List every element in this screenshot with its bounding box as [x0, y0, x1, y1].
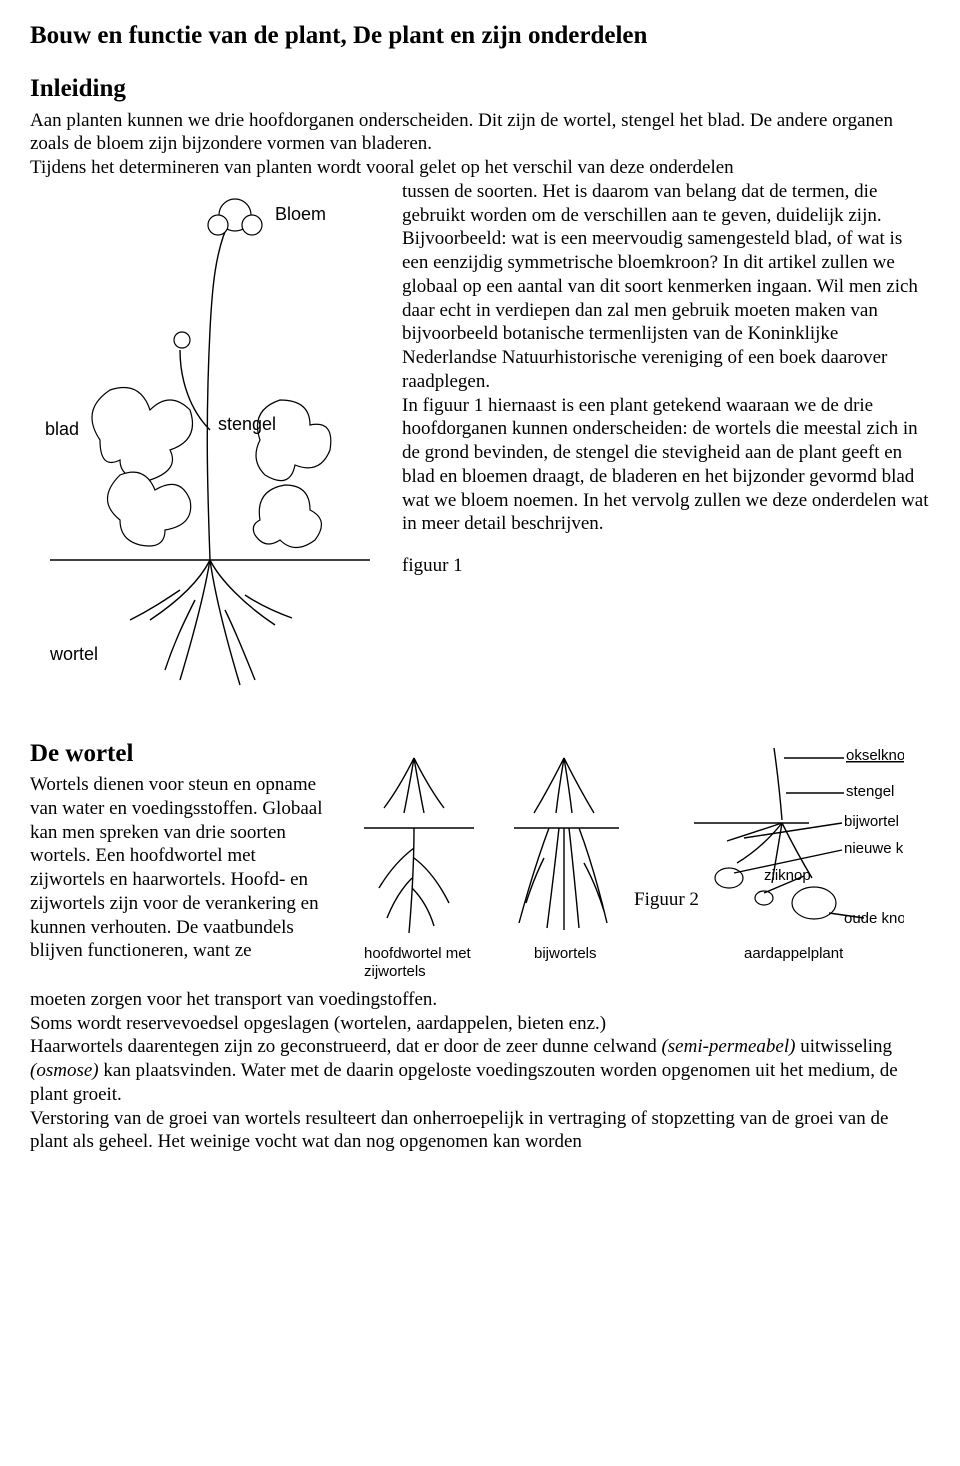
section-heading-inleiding: Inleiding — [30, 73, 930, 104]
label-stengel: stengel — [846, 783, 894, 800]
root-type-3-icon — [694, 748, 864, 919]
wortel-right-column: okselknoop stengel bijwortel nieuwe knol… — [344, 738, 930, 988]
label-blad: blad — [45, 419, 79, 439]
leaves-icon — [92, 387, 331, 547]
wortel-block: De wortel Wortels dienen voor steun en o… — [30, 738, 930, 988]
wortel-full-1: moeten zorgen voor het transport van voe… — [30, 988, 930, 1012]
wortel-full-2: Soms wordt reservevoedsel opgeslagen (wo… — [30, 1012, 930, 1036]
caption-hoofdwortel-1: hoofdwortel met — [364, 945, 472, 962]
wortel-full-3a: Haarwortels daarentegen zijn zo geconstr… — [30, 1036, 661, 1057]
wortel-full-3b: (semi-permeabel) — [661, 1036, 795, 1057]
figure-1-block: Bloem blad stengel wortel tussen de soor… — [30, 180, 930, 710]
caption-bijwortels: bijwortels — [534, 945, 597, 962]
page-title: Bouw en functie van de plant, De plant e… — [30, 20, 930, 51]
wortel-full-3d: (osmose) — [30, 1060, 99, 1081]
figure-1-caption: figuur 1 — [402, 554, 930, 578]
wortel-full-3c: uitwisseling — [795, 1036, 892, 1057]
label-nieuwe-knol: nieuwe knol — [844, 840, 904, 857]
label-bijwortel: bijwortel — [844, 813, 899, 830]
label-bloem: Bloem — [275, 204, 326, 224]
inleiding-body: tussen de soorten. Het is daarom van bel… — [402, 180, 930, 536]
figure-1-text: tussen de soorten. Het is daarom van bel… — [402, 180, 930, 578]
roots-icon — [130, 560, 292, 685]
root-type-2-icon — [514, 758, 619, 930]
flower-icon — [174, 199, 262, 348]
caption-hoofdwortel-2: zijwortels — [364, 963, 426, 980]
label-oude-knol: oude knol — [844, 910, 904, 927]
root-type-1-icon — [364, 758, 474, 933]
label-stengel: stengel — [218, 414, 276, 434]
label-ziiknop: ziiknop — [764, 867, 811, 884]
section-heading-wortel: De wortel — [30, 738, 330, 769]
wortel-left-column: De wortel Wortels dienen voor steun en o… — [30, 738, 330, 963]
roots-diagram-svg: okselknoop stengel bijwortel nieuwe knol… — [344, 738, 904, 988]
wortel-left-text: Wortels dienen voor steun en opname van … — [30, 773, 330, 963]
inleiding-lead: Aan planten kunnen we drie hoofdorganen … — [30, 109, 930, 157]
inleiding-lead2: Tijdens het determineren van planten wor… — [30, 156, 930, 180]
figure-2-caption: Figuur 2 — [634, 888, 699, 912]
label-wortel: wortel — [49, 644, 98, 664]
figure-2-image: okselknoop stengel bijwortel nieuwe knol… — [344, 738, 904, 988]
plant-diagram-svg: Bloem blad stengel wortel — [30, 180, 390, 710]
wortel-full-3e: kan plaatsvinden. Water met de daarin op… — [30, 1060, 898, 1105]
wortel-full-4: Verstoring van de groei van wortels resu… — [30, 1107, 930, 1155]
figure-1-image: Bloem blad stengel wortel — [30, 180, 390, 710]
caption-aardappelplant: aardappelplant — [744, 945, 844, 962]
wortel-full-3: Haarwortels daarentegen zijn zo geconstr… — [30, 1035, 930, 1106]
label-okselknoop: okselknoop — [846, 747, 904, 764]
